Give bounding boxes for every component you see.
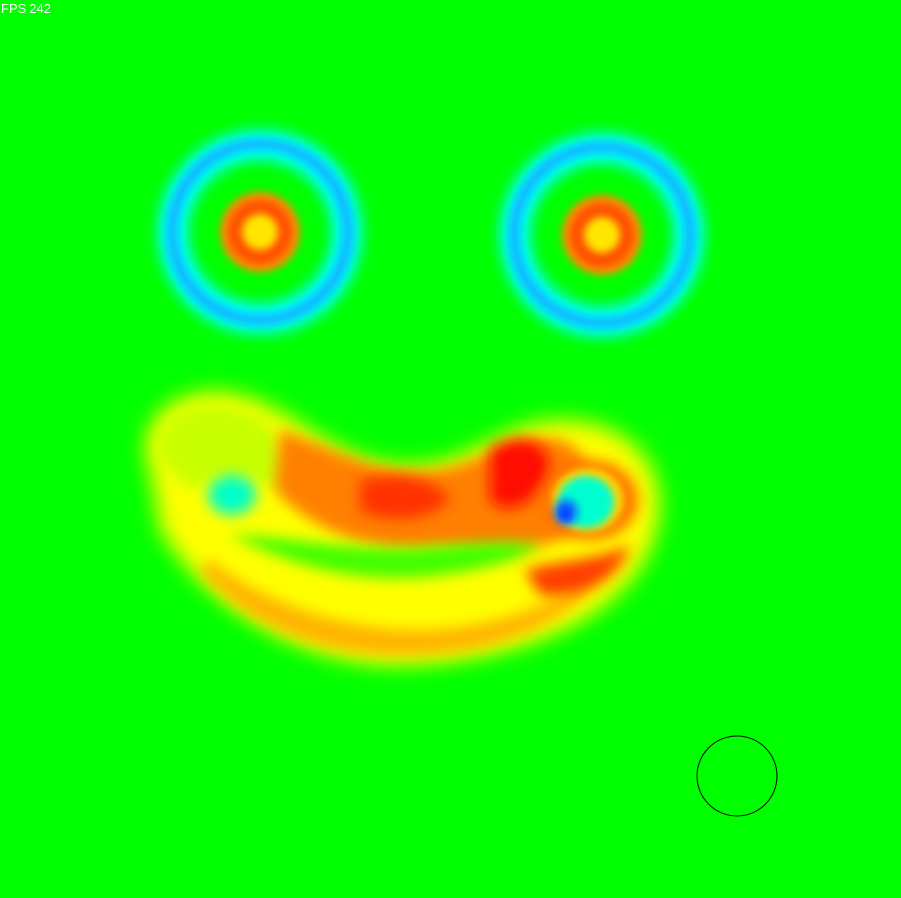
brush-cursor-circle[interactable]	[696, 735, 778, 817]
left-eye-rings	[158, 130, 362, 334]
fps-label: FPS	[1, 1, 27, 16]
mouth-disturbance	[145, 391, 660, 666]
fps-counter: FPS 242	[1, 1, 51, 16]
fps-value: 242	[29, 1, 51, 16]
right-eye-rings	[500, 133, 704, 337]
